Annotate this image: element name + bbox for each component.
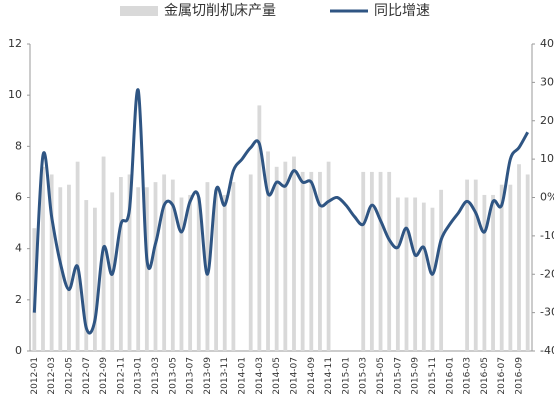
bar — [508, 184, 513, 351]
bar — [300, 171, 305, 351]
bar — [274, 166, 279, 351]
x-tick-label: 2014-03 — [255, 357, 265, 395]
bar — [318, 171, 322, 351]
y2-tick-label: 30% — [540, 75, 554, 88]
x-tick-label: 2016-01 — [445, 357, 455, 395]
bar — [309, 171, 314, 351]
bar — [326, 161, 331, 351]
y2-tick-label: -20% — [540, 267, 554, 280]
bar — [491, 194, 495, 351]
x-tick-label: 2012-03 — [47, 357, 57, 395]
bar — [257, 105, 262, 352]
x-tick-label: 2016-05 — [480, 357, 490, 395]
bar — [430, 207, 435, 351]
bar — [378, 171, 383, 351]
x-tick-label: 2013-05 — [168, 357, 178, 395]
x-tick-label: 2012-11 — [116, 357, 126, 395]
bar — [395, 197, 400, 351]
bar — [413, 197, 418, 351]
bar — [179, 197, 184, 351]
x-tick-label: 2015-11 — [428, 357, 438, 395]
y2-tick-label: -10% — [540, 229, 554, 242]
y2-tick-label: -40% — [540, 344, 554, 357]
bar — [49, 174, 54, 351]
bar — [196, 197, 201, 351]
bar — [170, 179, 175, 351]
bar — [84, 200, 89, 351]
bar — [369, 171, 374, 351]
bar — [517, 164, 521, 351]
bar — [248, 174, 253, 351]
x-tick-label: 2012-07 — [82, 357, 92, 395]
bar — [75, 161, 80, 351]
x-tick-label: 2013-11 — [220, 357, 230, 395]
y2-tick-label: 10% — [540, 152, 554, 165]
y-tick-label: 6 — [15, 191, 22, 204]
x-tick-label: 2013-09 — [203, 357, 213, 395]
bar — [231, 182, 236, 351]
bar — [387, 171, 392, 351]
bar — [127, 174, 132, 351]
y2-tick-label: 0% — [540, 191, 554, 204]
y-tick-label: 4 — [15, 242, 22, 255]
x-tick-label: 2014-05 — [272, 357, 282, 395]
x-tick-label: 2012-01 — [30, 357, 40, 395]
legend-label: 同比增速 — [374, 3, 430, 19]
bar — [41, 166, 45, 351]
x-tick-label: 2012-05 — [64, 357, 74, 395]
y2-tick-label: 20% — [540, 114, 554, 127]
bar — [205, 182, 210, 351]
bar — [525, 174, 530, 351]
bar — [162, 174, 167, 351]
y-tick-label: 2 — [15, 293, 22, 306]
bar — [214, 189, 218, 351]
bar — [188, 194, 193, 351]
x-tick-label: 2015-09 — [411, 357, 421, 395]
bar — [404, 197, 409, 351]
bar — [361, 171, 366, 351]
bar — [283, 161, 288, 351]
x-tick-label: 2016-03 — [463, 357, 473, 395]
y-tick-label: 8 — [15, 139, 22, 152]
bar — [439, 189, 444, 351]
x-tick-label: 2016-09 — [515, 357, 525, 395]
bar — [153, 182, 158, 351]
x-tick-label: 2015-03 — [359, 357, 369, 395]
bar — [482, 194, 487, 351]
legend-label: 金属切削机床产量 — [164, 3, 276, 19]
bar — [144, 187, 149, 351]
x-tick-label: 2014-09 — [307, 357, 317, 395]
bar — [473, 179, 478, 351]
bar — [499, 184, 504, 351]
x-tick-label: 2013-07 — [186, 357, 196, 395]
x-tick-label: 2016-07 — [497, 357, 507, 395]
bar — [136, 187, 141, 351]
line — [32, 88, 529, 335]
bar — [292, 156, 296, 351]
x-tick-label: 2015-01 — [341, 357, 351, 395]
x-tick-label: 2013-03 — [151, 357, 161, 395]
x-tick-label: 2014-01 — [238, 357, 248, 395]
bar — [118, 177, 123, 351]
bar — [465, 179, 469, 351]
x-tick-label: 2012-09 — [99, 357, 109, 395]
y-tick-label: 10 — [8, 88, 22, 101]
bar — [93, 207, 97, 351]
legend-swatch — [120, 6, 158, 16]
y2-tick-label: -30% — [540, 306, 554, 319]
x-tick-label: 2014-11 — [324, 357, 334, 395]
bar — [266, 151, 270, 351]
y-tick-label: 12 — [8, 37, 22, 50]
x-tick-label: 2013-01 — [134, 357, 144, 395]
x-tick-label: 2015-05 — [376, 357, 386, 395]
x-tick-label: 2015-07 — [393, 357, 403, 395]
y2-tick-label: 40% — [540, 37, 554, 50]
bar — [67, 184, 71, 351]
bar — [421, 202, 426, 351]
bar — [222, 194, 227, 351]
x-tick-label: 2014-07 — [289, 357, 299, 395]
y-tick-label: 0 — [15, 344, 22, 357]
